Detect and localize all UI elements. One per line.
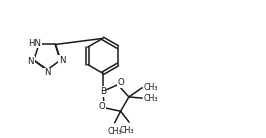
Text: O: O bbox=[98, 102, 105, 111]
Text: CH₃: CH₃ bbox=[143, 83, 158, 92]
Text: O: O bbox=[117, 78, 124, 87]
Text: N: N bbox=[59, 56, 66, 65]
Text: B: B bbox=[100, 87, 106, 96]
Text: CH₃: CH₃ bbox=[119, 126, 134, 136]
Text: N: N bbox=[44, 68, 50, 77]
Text: HN: HN bbox=[28, 39, 41, 48]
Text: CH₃: CH₃ bbox=[143, 94, 158, 103]
Text: N: N bbox=[28, 57, 34, 66]
Text: CH₃: CH₃ bbox=[107, 127, 122, 136]
